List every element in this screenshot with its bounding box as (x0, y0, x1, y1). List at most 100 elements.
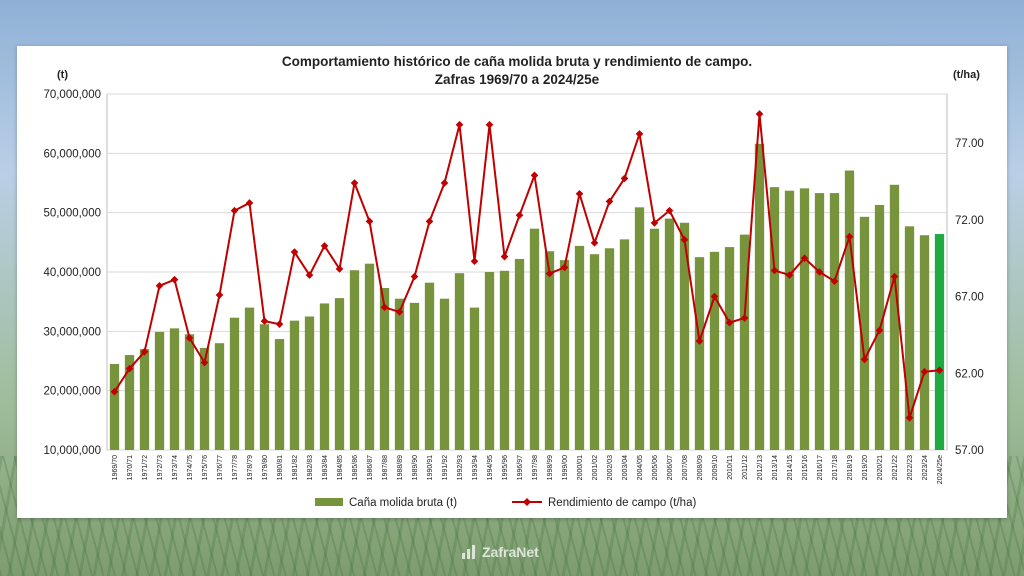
line-point (590, 239, 599, 247)
bar (769, 187, 780, 451)
bar (664, 218, 675, 450)
line-point (650, 219, 659, 227)
x-tick-label: 1996/97 (517, 455, 524, 480)
y-right-tick-label: 57.00 (955, 445, 984, 457)
bar (739, 234, 750, 450)
bar (304, 316, 315, 450)
bar (934, 234, 945, 450)
x-tick-label: 2022/23 (907, 455, 914, 480)
bar (829, 193, 840, 450)
line-point (260, 317, 269, 325)
line-point (335, 265, 344, 273)
bar (139, 349, 150, 450)
y-left-tick-label: 30,000,000 (43, 326, 101, 338)
bar (154, 331, 165, 450)
line-point (230, 206, 239, 215)
x-tick-label: 1987/88 (382, 455, 389, 480)
x-tick-label: 2006/07 (667, 455, 674, 480)
x-tick-label: 1995/96 (502, 455, 509, 480)
line-point (665, 206, 674, 215)
bar (649, 228, 660, 450)
series-line (113, 112, 940, 419)
chart-card: Comportamiento histórico de caña molida … (17, 46, 1007, 518)
x-tick-label: 2016/17 (817, 455, 824, 480)
bar (424, 282, 435, 450)
x-tick-label: 1972/73 (157, 455, 164, 480)
bar (289, 320, 300, 450)
chart-subtitle: Zafras 1969/70 a 2024/25e (435, 72, 600, 87)
bar (559, 260, 570, 450)
line-point (290, 248, 299, 256)
x-tick-label: 2015/16 (802, 455, 809, 480)
x-tick-label: 1992/93 (457, 455, 464, 480)
line-point (110, 387, 119, 396)
line-point (215, 291, 224, 299)
bar (574, 245, 585, 450)
bar (904, 226, 915, 450)
bar (439, 298, 450, 450)
x-tick-label: 1983/84 (322, 455, 329, 480)
line-point (470, 257, 479, 266)
x-tick-label: 2009/10 (712, 455, 719, 480)
line-point (575, 189, 584, 198)
y-right-tick-label: 62.00 (955, 368, 984, 380)
line-point (875, 326, 884, 335)
line-point (935, 366, 944, 375)
x-tick-label: 2005/06 (652, 455, 659, 480)
y-right-axis: 57.00 62.00 67.00 72.00 77.00 (955, 138, 984, 457)
x-tick-label: 1973/74 (172, 455, 179, 480)
bar (184, 334, 195, 450)
x-tick-label: 2020/21 (877, 455, 884, 480)
bar (364, 263, 375, 450)
line-point (395, 308, 404, 316)
x-tick-label: 2012/13 (757, 455, 764, 480)
x-tick-label: 2008/09 (697, 455, 704, 480)
line-point (170, 275, 179, 284)
line-point (320, 242, 329, 250)
x-axis: 1969/70 1970/71 1971/72 1972/73 1973/74 1974/… (112, 455, 944, 484)
y-right-tick-label: 72.00 (955, 215, 984, 227)
x-tick-label: 1989/90 (412, 455, 419, 480)
bar (694, 257, 705, 450)
x-tick-label: 1998/99 (547, 455, 554, 480)
line-point (365, 217, 374, 226)
x-tick-label: 1971/72 (142, 455, 149, 480)
x-tick-label: 1991/92 (442, 455, 449, 480)
bar (709, 251, 720, 450)
line-point (815, 268, 824, 276)
line-point (710, 292, 719, 301)
line-point (695, 337, 704, 345)
line-point (860, 355, 869, 364)
line-point (560, 263, 569, 272)
bar (319, 303, 330, 450)
line-point (410, 272, 419, 281)
x-tick-label: 2000/01 (577, 455, 584, 480)
bar (499, 270, 510, 450)
y-left-unit: (t) (57, 69, 68, 81)
bar (199, 347, 210, 450)
x-tick-label: 1969/70 (112, 455, 119, 480)
line-point (770, 266, 779, 275)
bar (604, 248, 615, 450)
line-point (620, 174, 629, 183)
bar (619, 239, 630, 450)
bar (169, 328, 180, 450)
x-tick-label: 2010/11 (727, 455, 734, 480)
y-right-tick-label: 67.00 (955, 292, 984, 304)
x-tick-label: 1978/79 (247, 455, 254, 480)
x-tick-label: 1994/95 (487, 455, 494, 480)
bar (409, 302, 420, 450)
line-point (245, 199, 254, 207)
x-tick-label: 2007/08 (682, 455, 689, 480)
bar (394, 298, 405, 450)
line-point (200, 358, 209, 367)
x-tick-label: 1980/81 (277, 455, 284, 480)
bar (799, 188, 810, 450)
line-series (110, 110, 944, 422)
line-point (455, 120, 464, 129)
x-tick-label: 2019/20 (862, 455, 869, 480)
x-tick-label: 2013/14 (772, 455, 779, 480)
line-point (185, 334, 194, 342)
line-point (785, 271, 794, 279)
x-tick-label: 1981/82 (292, 455, 299, 480)
